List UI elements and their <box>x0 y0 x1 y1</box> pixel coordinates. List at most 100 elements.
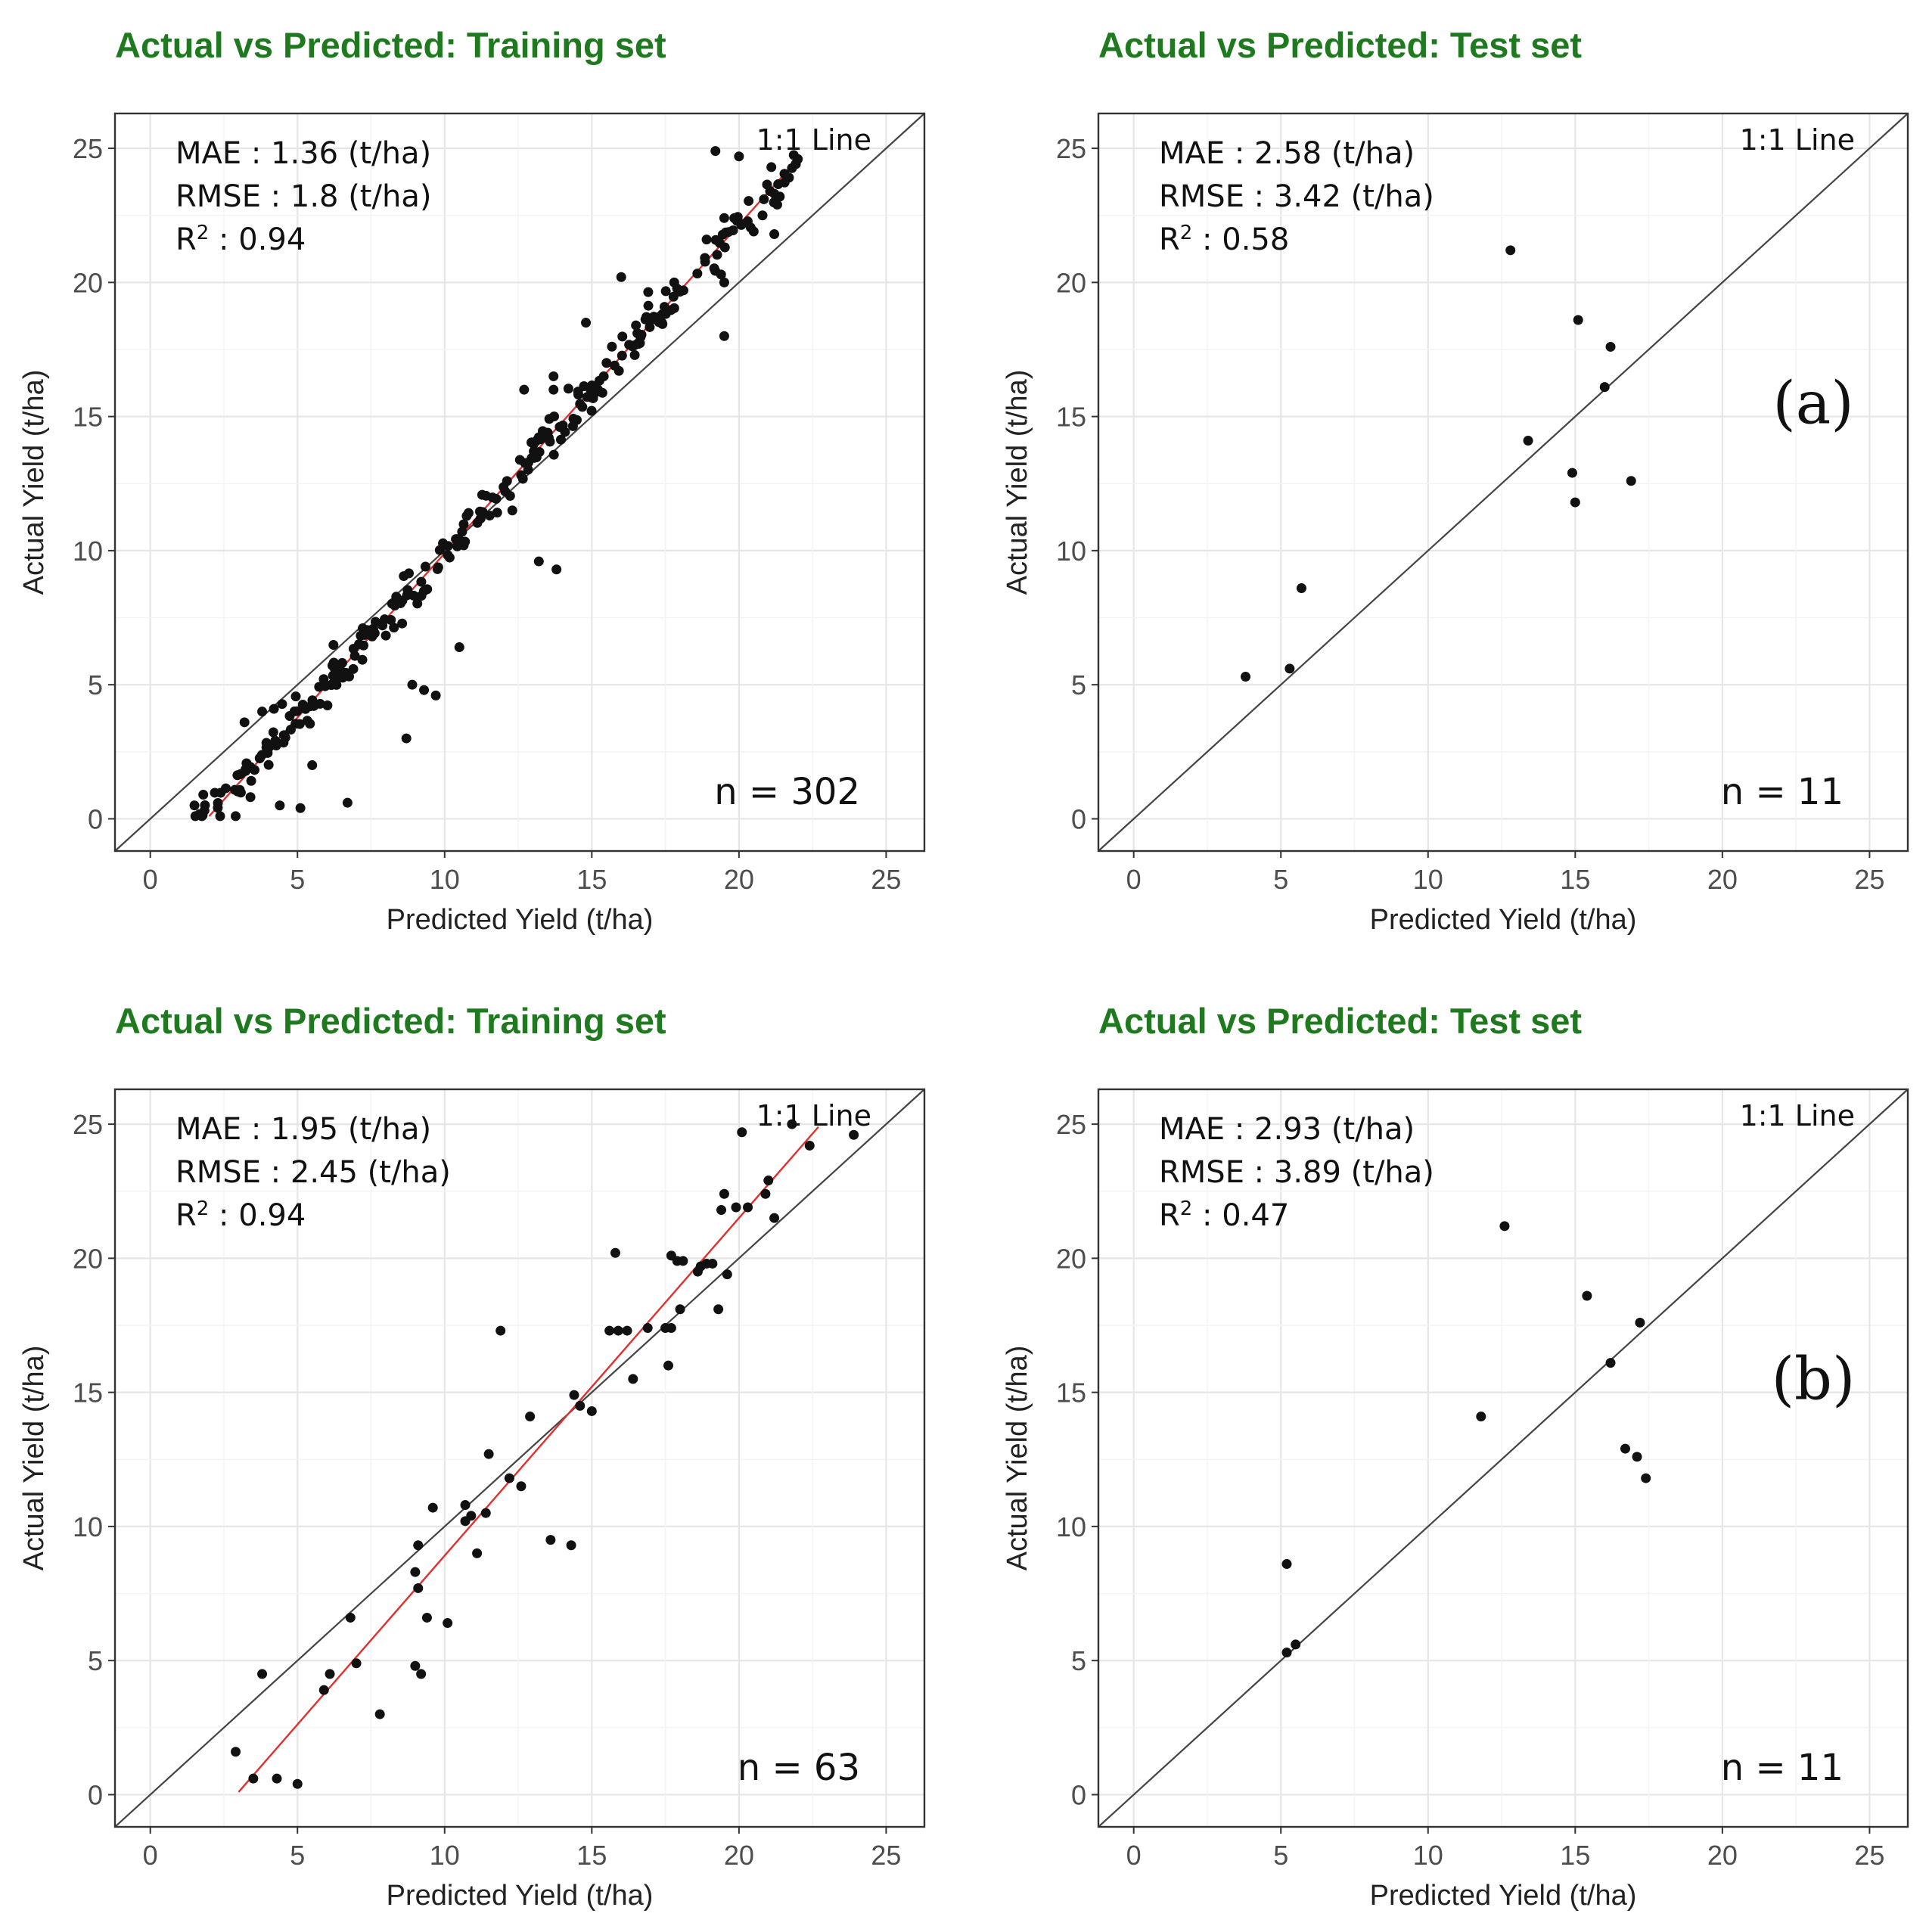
data-point <box>766 162 777 172</box>
data-point <box>622 1325 632 1336</box>
data-point <box>598 371 609 382</box>
x-axis-label: Predicted Yield (t/ha) <box>1370 904 1637 936</box>
data-point <box>413 1583 424 1593</box>
data-point <box>277 699 287 710</box>
data-point <box>1476 1412 1486 1422</box>
data-point <box>769 188 780 199</box>
data-point <box>1505 245 1516 256</box>
identity-line <box>114 1089 925 1828</box>
data-point <box>1281 1559 1292 1570</box>
data-point <box>607 341 617 352</box>
data-point <box>466 1511 477 1521</box>
data-point <box>719 277 729 287</box>
data-point <box>419 685 430 695</box>
data-point <box>1281 1648 1292 1658</box>
data-points <box>231 1119 859 1789</box>
data-point <box>397 618 408 629</box>
data-point <box>472 1548 483 1558</box>
data-point <box>381 630 391 641</box>
x-tick-label: 20 <box>724 864 754 895</box>
data-point <box>250 765 260 775</box>
data-point <box>604 1325 615 1336</box>
data-point <box>328 640 339 651</box>
y-tick-label: 25 <box>73 1109 103 1140</box>
data-point <box>617 350 627 361</box>
x-tick-label: 0 <box>143 864 158 895</box>
y-tick-label: 15 <box>1056 1378 1086 1409</box>
data-point <box>1291 1639 1301 1650</box>
data-point <box>190 811 200 822</box>
data-point <box>474 506 485 517</box>
data-point <box>302 716 312 726</box>
r2-label: R2 : 0.94 <box>176 222 306 257</box>
data-points <box>1241 245 1636 682</box>
data-point <box>558 420 568 430</box>
data-point <box>472 517 483 528</box>
data-point <box>517 474 528 484</box>
data-point <box>657 309 667 319</box>
data-point <box>548 371 559 381</box>
data-point <box>617 331 628 342</box>
identity-line-label: 1:1 Line <box>756 123 871 157</box>
data-point <box>757 210 768 221</box>
data-point <box>627 341 638 352</box>
data-point <box>351 1658 362 1669</box>
x-axis-label: Predicted Yield (t/ha) <box>387 904 654 936</box>
x-tick-label: 10 <box>1413 1840 1443 1871</box>
x-tick-label: 10 <box>1413 864 1443 895</box>
identity-line-label: 1:1 Line <box>756 1099 871 1132</box>
data-point <box>239 717 250 728</box>
data-point <box>254 753 265 764</box>
x-tick-label: 5 <box>1273 864 1288 895</box>
data-point <box>1284 663 1295 674</box>
x-tick-label: 15 <box>576 864 607 895</box>
data-point <box>215 811 225 822</box>
data-point <box>586 405 597 416</box>
data-point <box>629 349 640 360</box>
rmse-label: RMSE : 3.89 (t/ha) <box>1159 1155 1434 1190</box>
y-tick-label: 20 <box>1056 1243 1086 1274</box>
data-point <box>529 439 539 449</box>
data-point <box>235 769 246 779</box>
data-point <box>386 615 396 626</box>
data-point <box>779 169 790 179</box>
data-point <box>666 305 676 315</box>
data-point <box>745 222 756 233</box>
data-point <box>1582 1291 1592 1301</box>
plot-frame <box>113 1088 926 1828</box>
data-point <box>616 272 626 282</box>
data-point <box>1570 497 1580 508</box>
data-point <box>263 759 274 770</box>
x-tick-label: 15 <box>1560 1840 1590 1871</box>
data-point <box>712 250 722 260</box>
data-point <box>294 719 305 729</box>
data-point <box>504 1473 514 1483</box>
data-point <box>566 1540 576 1551</box>
data-point <box>410 1567 421 1577</box>
data-point <box>545 436 555 447</box>
data-point <box>732 216 742 226</box>
data-point <box>734 151 744 162</box>
data-point <box>328 670 338 681</box>
data-point <box>728 225 738 236</box>
data-point <box>1605 341 1616 352</box>
data-point <box>407 679 418 690</box>
y-tick-label: 25 <box>1056 1109 1086 1140</box>
data-point <box>1573 315 1583 325</box>
data-point <box>412 598 423 609</box>
sample-count-label: n = 11 <box>1721 1747 1844 1789</box>
data-point <box>1499 1221 1510 1232</box>
x-tick-label: 25 <box>871 1840 901 1871</box>
data-point <box>241 758 252 769</box>
mae-label: MAE : 2.58 (t/ha) <box>1159 136 1415 171</box>
rmse-label: RMSE : 1.8 (t/ha) <box>176 179 431 214</box>
data-point <box>434 545 445 555</box>
data-point <box>769 1213 780 1223</box>
data-point <box>788 150 799 160</box>
x-tick-label: 20 <box>1707 864 1738 895</box>
x-axis-label: Predicted Yield (t/ha) <box>1370 1880 1637 1912</box>
data-point <box>519 384 530 395</box>
data-point <box>542 427 553 438</box>
